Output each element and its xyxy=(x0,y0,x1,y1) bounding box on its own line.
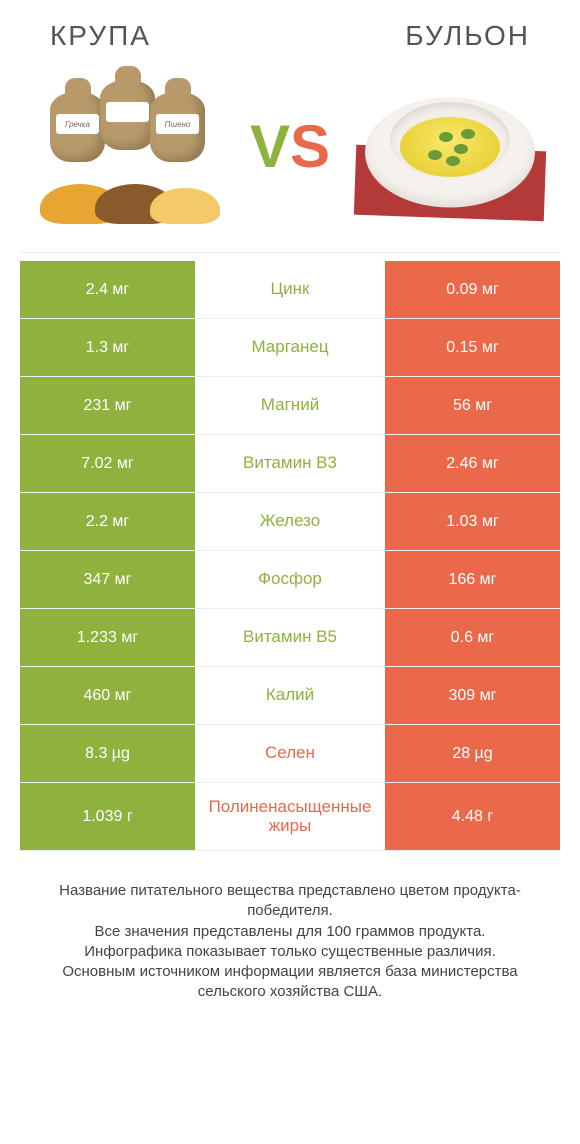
broth-icon xyxy=(400,117,500,177)
left-value: 8.3 µg xyxy=(20,725,195,782)
right-value: 0.6 мг xyxy=(385,609,560,666)
sack-icon xyxy=(100,80,155,150)
left-value: 1.233 мг xyxy=(20,609,195,666)
vs-v: V xyxy=(250,117,290,177)
left-value: 2.2 мг xyxy=(20,493,195,550)
left-value: 347 мг xyxy=(20,551,195,608)
table-row: 1.3 мгМарганец0.15 мг xyxy=(20,319,560,377)
hero-row: Гречка Пшено VS xyxy=(20,62,560,253)
herb-icon xyxy=(454,144,468,154)
groats-illustration: Гречка Пшено xyxy=(40,72,220,222)
herb-icon xyxy=(461,129,475,139)
nutrient-label: Селен xyxy=(195,725,385,782)
nutrient-label: Витамин B5 xyxy=(195,609,385,666)
sack-icon: Гречка xyxy=(50,92,105,162)
right-value: 4.48 г xyxy=(385,783,560,850)
comparison-table: 2.4 мгЦинк0.09 мг1.3 мгМарганец0.15 мг23… xyxy=(20,261,560,851)
table-row: 231 мгМагний56 мг xyxy=(20,377,560,435)
table-row: 7.02 мгВитамин B32.46 мг xyxy=(20,435,560,493)
table-row: 2.2 мгЖелезо1.03 мг xyxy=(20,493,560,551)
table-row: 347 мгФосфор166 мг xyxy=(20,551,560,609)
broth-illustration xyxy=(360,72,540,222)
left-value: 7.02 мг xyxy=(20,435,195,492)
table-row: 2.4 мгЦинк0.09 мг xyxy=(20,261,560,319)
right-value: 309 мг xyxy=(385,667,560,724)
nutrient-label: Витамин B3 xyxy=(195,435,385,492)
right-value: 0.09 мг xyxy=(385,261,560,318)
vs-label: VS xyxy=(250,117,330,177)
table-row: 1.233 мгВитамин B50.6 мг xyxy=(20,609,560,667)
left-value: 1.3 мг xyxy=(20,319,195,376)
right-value: 166 мг xyxy=(385,551,560,608)
left-value: 1.039 г xyxy=(20,783,195,850)
right-value: 2.46 мг xyxy=(385,435,560,492)
nutrient-label: Фосфор xyxy=(195,551,385,608)
right-value: 56 мг xyxy=(385,377,560,434)
vs-s: S xyxy=(290,117,330,177)
right-value: 28 µg xyxy=(385,725,560,782)
nutrient-label: Калий xyxy=(195,667,385,724)
right-value: 1.03 мг xyxy=(385,493,560,550)
footer-line: Инфографика показывает только существенн… xyxy=(40,942,540,962)
footer-line: Все значения представлены для 100 граммо… xyxy=(40,922,540,942)
table-row: 460 мгКалий309 мг xyxy=(20,667,560,725)
left-value: 460 мг xyxy=(20,667,195,724)
grain-pile-icon xyxy=(150,188,220,224)
left-title: КРУПА xyxy=(50,20,151,52)
left-value: 231 мг xyxy=(20,377,195,434)
footer-line: Основным источником информации является … xyxy=(40,962,540,1003)
footer-notes: Название питательного вещества представл… xyxy=(20,851,560,1003)
nutrient-label: Магний xyxy=(195,377,385,434)
nutrient-label: Полиненасыщенные жиры xyxy=(195,783,385,850)
left-value: 2.4 мг xyxy=(20,261,195,318)
titles-row: КРУПА БУЛЬОН xyxy=(20,20,560,62)
table-row: 1.039 гПолиненасыщенные жиры4.48 г xyxy=(20,783,560,851)
footer-line: Название питательного вещества представл… xyxy=(40,881,540,922)
nutrient-label: Цинк xyxy=(195,261,385,318)
right-title: БУЛЬОН xyxy=(405,20,530,52)
table-row: 8.3 µgСелен28 µg xyxy=(20,725,560,783)
nutrient-label: Железо xyxy=(195,493,385,550)
right-value: 0.15 мг xyxy=(385,319,560,376)
nutrient-label: Марганец xyxy=(195,319,385,376)
sack-icon: Пшено xyxy=(150,92,205,162)
